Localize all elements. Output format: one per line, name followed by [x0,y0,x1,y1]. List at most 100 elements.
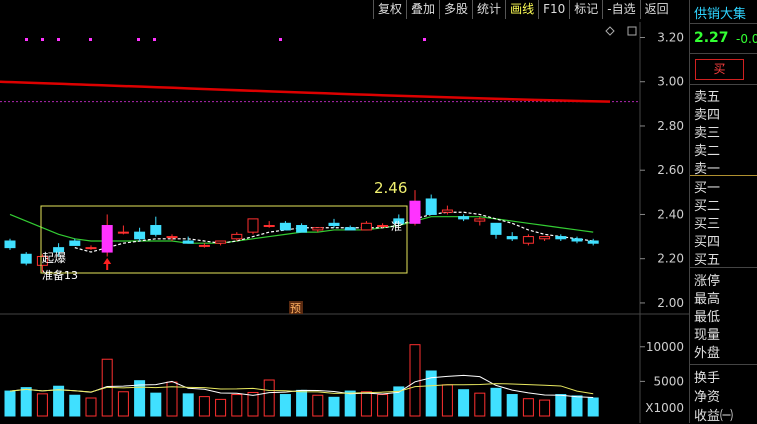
candle [360,222,372,231]
candle [279,222,291,231]
candle [506,236,518,240]
stock-name: 供销大集 [694,7,747,22]
toolbar-button[interactable]: 复权 [373,0,406,19]
toolbar-button[interactable]: 统计 [472,0,505,19]
candle [101,225,113,253]
quote-row-label: 买五 [694,253,721,268]
toolbar-button[interactable]: 返回 [639,0,673,19]
signal-dot [279,38,282,41]
candle [409,200,421,224]
buy-button[interactable]: 买 [695,59,744,80]
candle [441,209,453,213]
volume-bar [312,394,324,417]
candle [134,231,146,240]
volume-bar [247,391,259,417]
volume-bar [490,387,502,417]
diamond-icon [605,26,615,36]
volume-bar [166,381,178,417]
candle [474,218,486,222]
toolbar-button[interactable]: 标记 [569,0,602,19]
price-tick-label: 2.60 [657,163,684,177]
volume-ma-short [9,374,594,398]
candle [117,231,129,234]
high-price-label: 2.46 [374,179,407,197]
quote-row-label: 涨停 [694,274,721,289]
volume-bar [296,389,308,417]
candle [539,236,551,240]
volume-bar [555,394,567,417]
volume-bar [279,394,291,417]
candle [53,247,65,253]
candle [312,227,324,231]
price-tick-label: 3.20 [657,30,684,44]
kline-chart[interactable]: 3.20 3.00 2.80 2.60 2.40 2.20 2.00 10000 5000 X1… [0,0,689,423]
volume-bar [344,390,356,417]
volume-bar [377,394,389,417]
price-tick-label: 3.00 [657,75,684,89]
volume-bar [360,391,372,417]
quote-row-label: 现量 [694,328,721,343]
toolbar-button[interactable]: 叠加 [406,0,439,19]
volume-bar [458,389,470,417]
price-tick-label: 2.20 [657,252,684,266]
quote-row-label: 买一 [694,181,721,196]
candle [490,222,502,235]
quote-row-label: 买三 [694,217,721,232]
candle [247,218,259,233]
candle [198,244,210,247]
volume-bar [215,398,227,417]
candle [555,236,567,240]
candle [150,225,162,235]
quote-row-label: 卖四 [694,108,721,123]
volume-bar [69,394,81,417]
quote-row-label: 换手 [694,371,721,386]
quote-row-label: 最低 [694,310,721,325]
candle [296,225,308,233]
volume-bar [117,391,129,417]
signal-dot [423,38,426,41]
price-tick-label: 2.00 [657,296,684,310]
volume-bar [474,392,486,417]
volume-bar [393,386,405,417]
candle [182,240,194,244]
volume-bar [36,393,48,417]
ma-long-line [0,80,611,103]
price-tick-label: 2.80 [657,119,684,133]
volume-bar [409,344,421,417]
window-icon [627,26,637,36]
current-price: 2.27 [694,30,729,46]
volume-bar [571,395,583,417]
quote-row-label: 卖一 [694,162,721,177]
quote-row-label: 卖五 [694,90,721,105]
quote-row-label: 买四 [694,235,721,250]
volume-bar [53,385,65,417]
yu-badge [289,301,303,314]
signal-dot [25,38,28,41]
volume-unit-label: X1000 [645,401,684,415]
volume-tick-label: 10000 [646,340,684,354]
volume-bar [425,370,437,417]
toolbar-button[interactable]: 多股 [439,0,472,19]
toolbar-button[interactable]: -自选 [602,0,639,19]
qibao-label: 起爆 [42,251,66,265]
volume-bar [182,393,194,417]
quote-panel: 供销大集 2.27 -0.0 买 卖五 卖四 卖三 卖二 卖一 买一 买二 买三 买四 买五 涨停最… [689,0,757,424]
candle [458,216,470,220]
volume-bar [150,392,162,417]
quote-row-label: 净资 [694,390,721,405]
zhunbei-label: 准备13 [42,268,78,282]
toolbar-button[interactable]: 画线 [505,0,538,19]
yu-label: 预 [290,302,301,315]
candle [425,198,437,215]
candle [522,236,534,244]
toolbar-button[interactable]: F10 [538,0,569,19]
candle [393,218,405,224]
candle [231,233,243,240]
signal-dot [57,38,60,41]
volume-bar [231,394,243,417]
zhun-label: 准 [391,220,402,233]
quote-row-label: 买二 [694,199,721,214]
volume-tick-label: 5000 [653,374,684,388]
candle [263,225,275,228]
candle [587,240,599,244]
